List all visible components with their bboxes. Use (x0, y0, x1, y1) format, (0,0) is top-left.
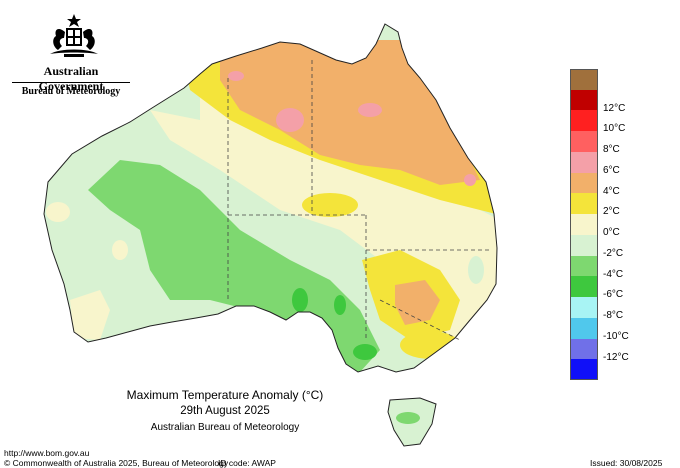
government-logo: Australian Government Bureau of Meteorol… (10, 8, 132, 98)
legend-label: -6°C (603, 289, 624, 301)
map-date: 29th August 2025 (180, 405, 270, 417)
legend-label: 0°C (603, 227, 620, 239)
legend-label: -2°C (603, 247, 624, 259)
legend-label: 2°C (603, 206, 620, 218)
logo-divider (12, 82, 130, 83)
legend-label: 6°C (603, 164, 620, 176)
temperature-anomaly-map (43, 23, 498, 447)
footer-issued: Issued: 30/08/2025 (590, 458, 663, 468)
coat-of-arms-icon (50, 14, 98, 57)
legend-label: 12°C (603, 102, 626, 114)
legend-label: -10°C (603, 330, 629, 342)
footer-id-code: ID code: AWAP (218, 458, 276, 468)
legend-label: -8°C (603, 310, 624, 322)
legend-label: -4°C (603, 268, 624, 280)
legend-label: -12°C (603, 351, 629, 363)
legend-label: 4°C (603, 185, 620, 197)
map-title: Maximum Temperature Anomaly (°C) (126, 388, 324, 402)
bureau-name: Bureau of Meteorology (21, 86, 121, 97)
legend-label: 8°C (603, 144, 620, 156)
footer-copyright: © Commonwealth of Australia 2025, Bureau… (4, 458, 229, 468)
legend-frame (570, 69, 598, 380)
footer-url[interactable]: http://www.bom.gov.au (4, 448, 90, 458)
legend-label: 10°C (603, 123, 626, 135)
map-organisation: Australian Bureau of Meteorology (150, 422, 300, 433)
